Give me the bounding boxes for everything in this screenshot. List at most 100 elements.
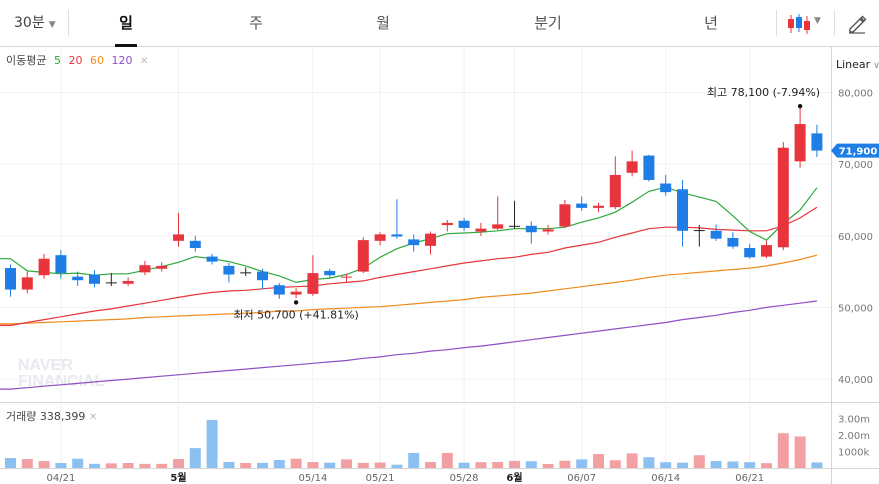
candle <box>21 271 33 294</box>
x-tick-label: 06/21 <box>735 473 764 484</box>
candle-body <box>173 234 184 241</box>
candle-body <box>811 133 823 151</box>
chart-type-selector[interactable]: ▼ <box>786 12 826 36</box>
volume-bar <box>441 452 453 468</box>
candle <box>425 231 436 255</box>
period-tabs: 30분 ▼ 일 주 월 분기 년 ▼ <box>0 0 879 47</box>
volume-bar <box>357 462 369 468</box>
volume-bar <box>223 462 235 468</box>
tab-monthly[interactable]: 월 <box>376 14 390 32</box>
scale-mode-selector[interactable]: Linear ∨ <box>836 58 879 71</box>
candle-body <box>660 183 672 193</box>
y-tick-label: 70,000 <box>838 160 873 171</box>
interval-selector[interactable]: 30분 ▼ <box>14 0 56 46</box>
high-annotation: 최고 78,100 (-7.94%) <box>707 86 820 99</box>
candle <box>727 232 739 249</box>
volume-bar <box>509 460 520 468</box>
candle-body <box>744 247 756 258</box>
candle-body <box>189 240 201 248</box>
tab-quarterly[interactable]: 분기 <box>534 14 562 32</box>
y-tick-label: 80,000 <box>838 89 873 100</box>
low-marker <box>293 300 299 305</box>
tab-daily[interactable]: 일 <box>105 0 147 47</box>
current-price-box <box>831 143 879 158</box>
candle-body <box>677 189 688 231</box>
ma20-label: 20 <box>68 54 83 67</box>
volume-bar <box>72 458 84 468</box>
y-tick-label: 40,000 <box>838 375 873 386</box>
tab-weekly[interactable]: 주 <box>249 14 263 32</box>
volume-bar <box>257 462 268 468</box>
candle <box>273 283 285 299</box>
candle <box>122 277 134 286</box>
candle <box>5 264 16 297</box>
candle <box>525 221 537 244</box>
ma-legend-label: 이동평균 <box>6 54 47 67</box>
volume-bar <box>811 462 823 468</box>
volume-bar <box>391 464 403 468</box>
candle <box>794 106 806 168</box>
axes: 04/21 5월 05/14 05/21 05/28 6월 06/07 06/14 06/21 4… <box>46 89 879 484</box>
volume-bar <box>425 462 436 468</box>
candle-body <box>273 285 285 295</box>
tab-yearly[interactable]: 년 <box>704 14 718 32</box>
candle <box>593 202 604 213</box>
candle-body <box>458 220 470 228</box>
x-tick-label: 05/21 <box>366 473 395 484</box>
candle-body <box>525 225 537 233</box>
volume-bar <box>777 433 789 468</box>
volume-label: 거래량 <box>6 410 37 423</box>
volume-bar <box>5 458 16 468</box>
candle-body <box>240 272 252 274</box>
candle <box>341 273 352 282</box>
candle <box>89 270 100 288</box>
divider <box>776 10 777 36</box>
candle <box>240 267 252 276</box>
volume-bar <box>89 463 100 468</box>
volume-bar <box>240 463 252 468</box>
candle-body <box>542 229 554 232</box>
volume-bar <box>408 452 420 468</box>
volume-bar <box>341 459 352 468</box>
ma120-label: 120 <box>111 54 133 67</box>
pencil-icon <box>849 15 867 34</box>
drawing-tool-button[interactable] <box>846 12 870 36</box>
candle-body <box>475 228 487 232</box>
candle-body <box>105 282 117 284</box>
candle <box>542 225 554 235</box>
close-icon[interactable]: ✕ <box>139 56 149 67</box>
volume-bar <box>38 461 50 468</box>
volume-bar <box>139 463 151 468</box>
volume-bar <box>593 454 604 468</box>
volume-bar <box>458 462 470 468</box>
candle <box>38 253 50 279</box>
candle-body <box>55 255 67 274</box>
volume-bar <box>475 462 487 468</box>
candle-body <box>307 273 319 294</box>
volume-bar <box>677 462 688 468</box>
candle-body <box>559 204 571 227</box>
volume-bar <box>374 462 386 468</box>
volume-bar <box>710 461 722 468</box>
volume-bar <box>21 459 33 468</box>
candle-body <box>626 161 638 173</box>
candle <box>626 150 638 177</box>
volume-bar <box>189 448 201 468</box>
candle-body <box>710 230 722 239</box>
candle-body <box>794 124 806 162</box>
candle-body <box>609 174 621 208</box>
volume-bar <box>794 436 806 468</box>
candle <box>72 271 84 286</box>
candle-body <box>156 265 168 269</box>
volume-bar <box>542 464 554 468</box>
volume-bar <box>559 460 571 468</box>
current-price-tag: 71,900 <box>831 143 879 158</box>
ma120-line <box>0 300 817 390</box>
candle <box>290 288 302 299</box>
volume-bar <box>626 453 638 468</box>
volume-bar <box>576 459 588 468</box>
close-icon[interactable]: ✕ <box>88 412 98 423</box>
volume-value: 338,399 <box>39 410 86 423</box>
x-tick-label: 05/14 <box>298 473 327 484</box>
